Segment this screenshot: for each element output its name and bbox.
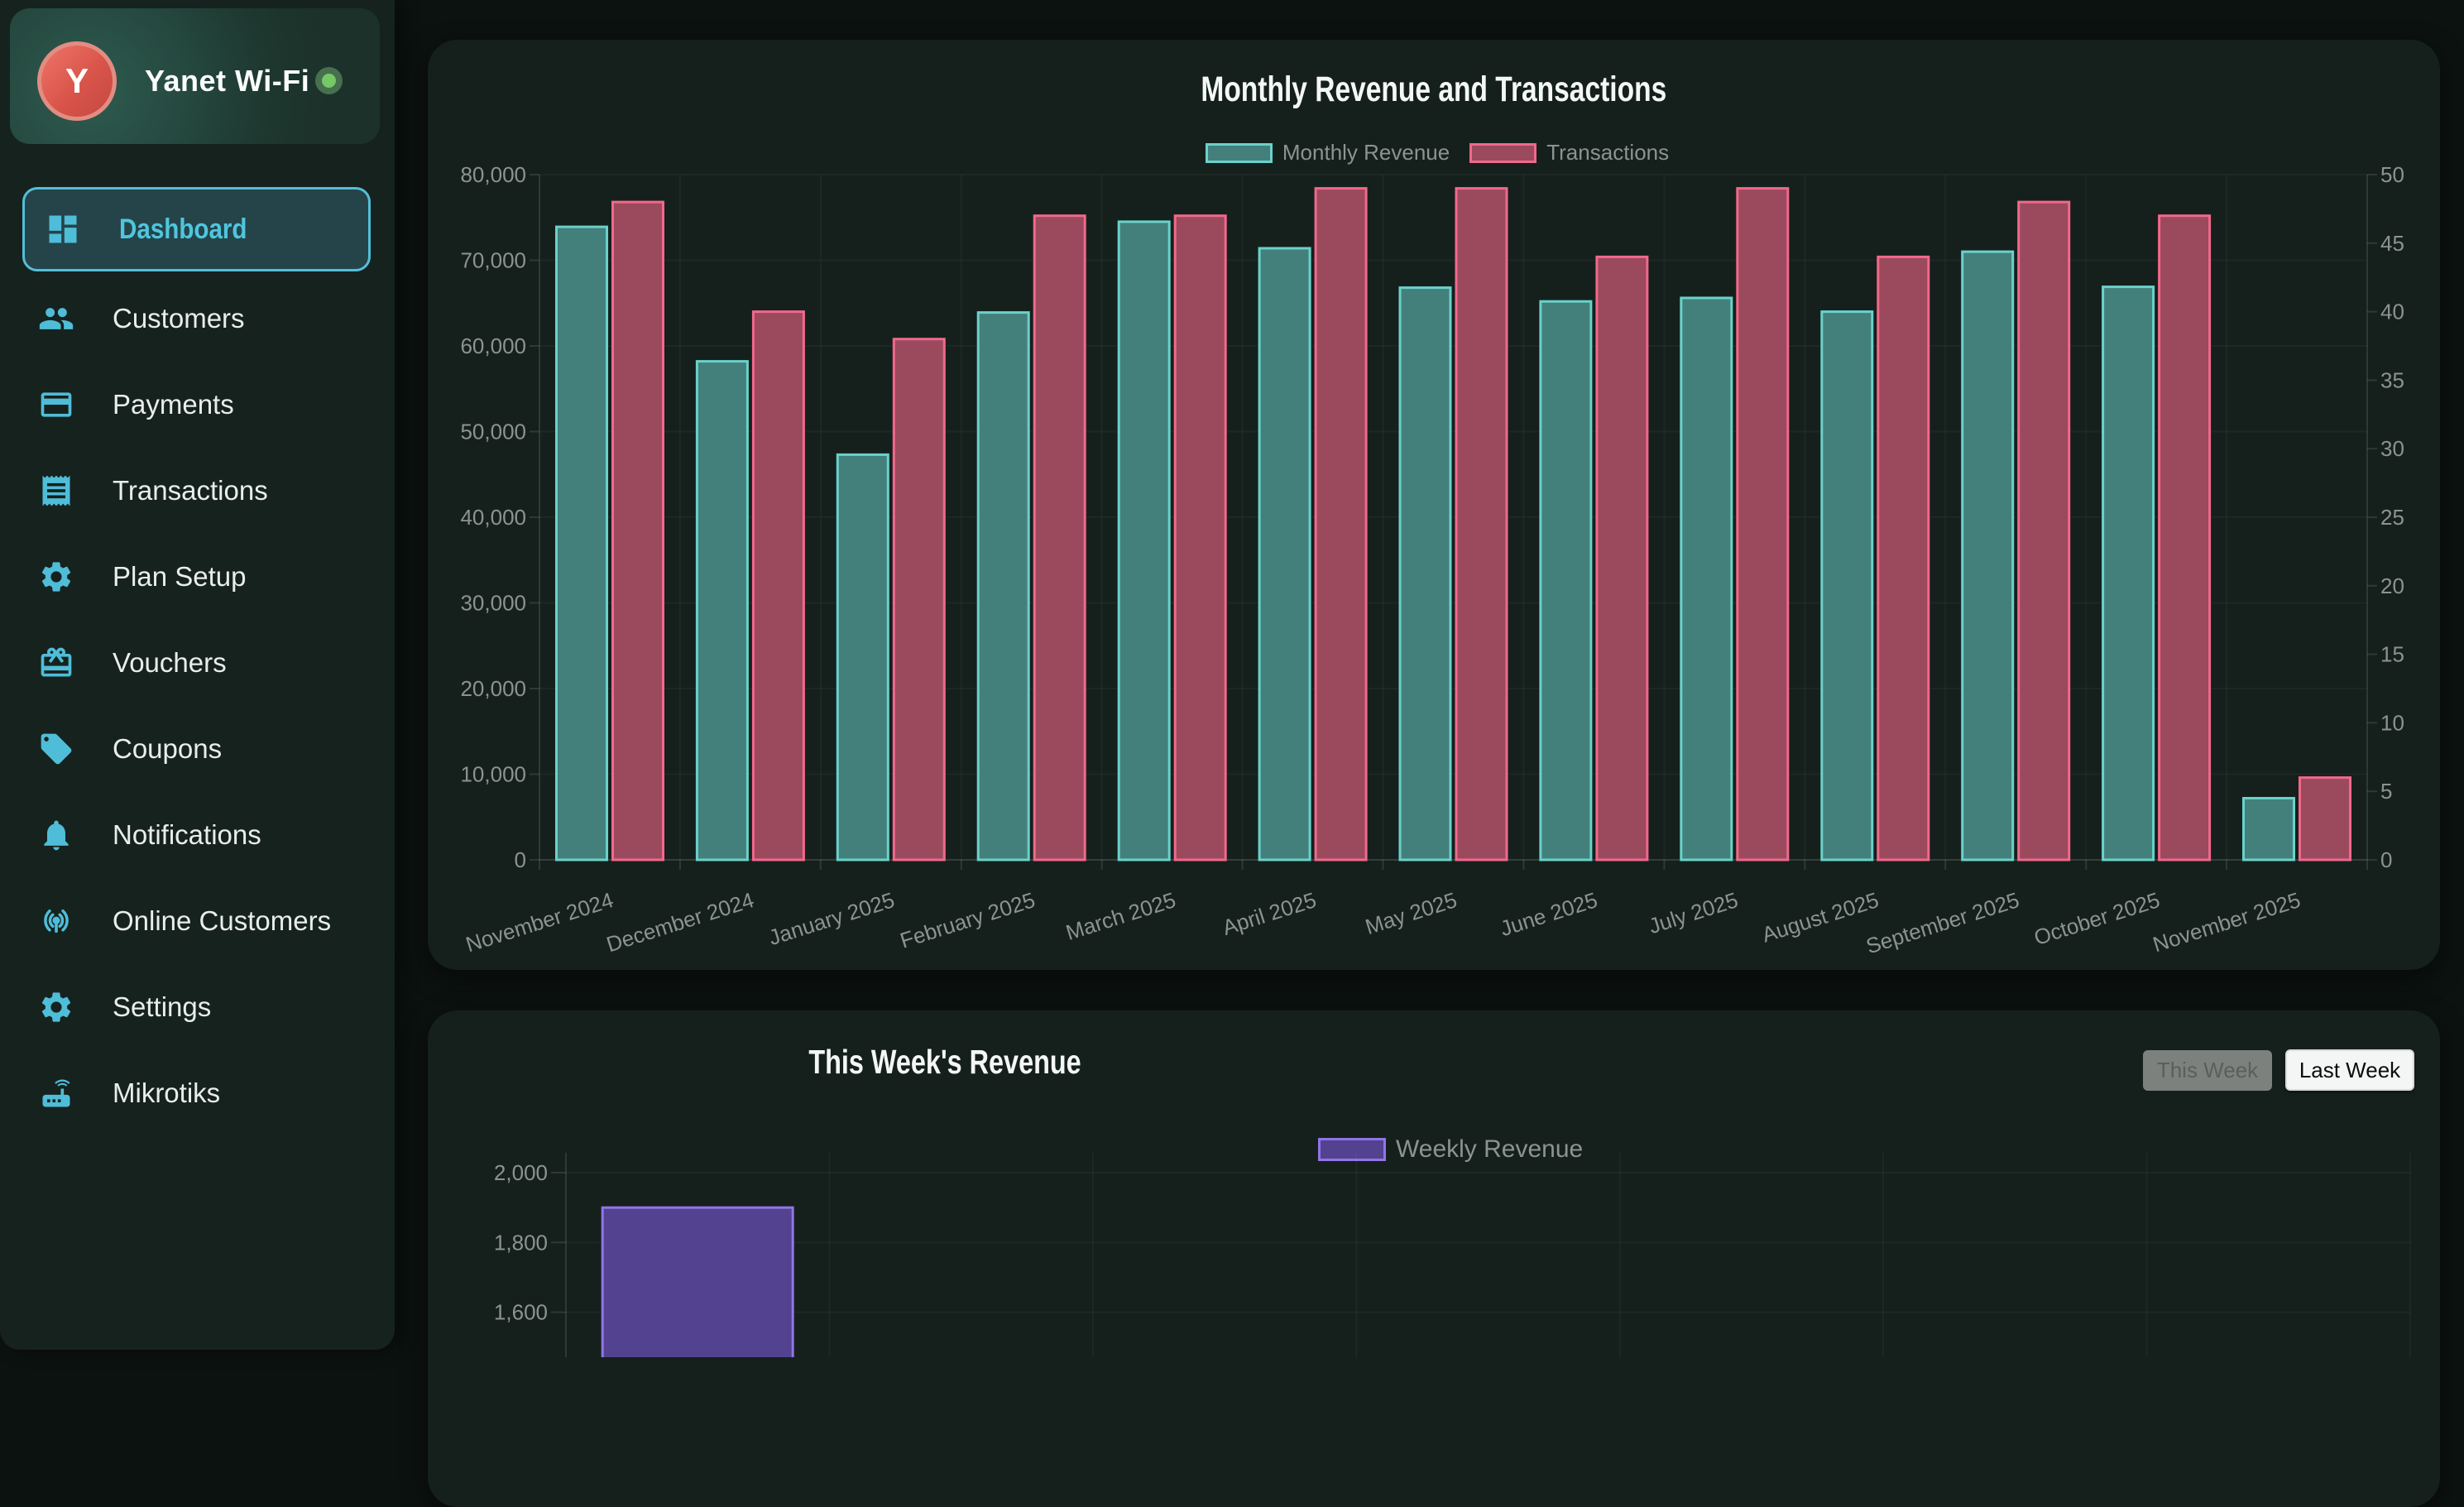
svg-text:November 2025: November 2025 — [2150, 887, 2303, 957]
svg-text:20: 20 — [2380, 574, 2404, 598]
svg-text:2,000: 2,000 — [494, 1160, 548, 1185]
svg-text:80,000: 80,000 — [460, 162, 526, 187]
svg-text:October 2025: October 2025 — [2031, 887, 2163, 950]
svg-text:70,000: 70,000 — [460, 248, 526, 273]
svg-text:March 2025: March 2025 — [1063, 887, 1179, 945]
svg-text:November 2024: November 2024 — [463, 887, 616, 957]
svg-text:May 2025: May 2025 — [1362, 887, 1460, 939]
svg-text:June 2025: June 2025 — [1497, 887, 1600, 941]
svg-text:35: 35 — [2380, 367, 2404, 392]
svg-text:September 2025: September 2025 — [1863, 887, 2022, 958]
svg-text:0: 0 — [515, 847, 526, 872]
svg-text:50: 50 — [2380, 162, 2404, 187]
svg-text:40: 40 — [2380, 300, 2404, 324]
svg-text:30,000: 30,000 — [460, 591, 526, 616]
svg-text:1,600: 1,600 — [494, 1300, 548, 1325]
svg-text:60,000: 60,000 — [460, 334, 526, 358]
svg-text:1,800: 1,800 — [494, 1230, 548, 1255]
svg-text:April 2025: April 2025 — [1220, 887, 1320, 940]
svg-text:February 2025: February 2025 — [897, 887, 1038, 953]
svg-text:15: 15 — [2380, 642, 2404, 667]
svg-text:5: 5 — [2380, 779, 2392, 804]
svg-text:45: 45 — [2380, 231, 2404, 256]
svg-text:20,000: 20,000 — [460, 676, 526, 701]
svg-text:50,000: 50,000 — [460, 420, 526, 444]
svg-text:40,000: 40,000 — [460, 505, 526, 530]
svg-text:January 2025: January 2025 — [765, 887, 897, 950]
svg-text:10: 10 — [2380, 710, 2404, 735]
svg-text:December 2024: December 2024 — [603, 887, 756, 957]
svg-text:0: 0 — [2380, 847, 2392, 872]
svg-text:July 2025: July 2025 — [1646, 887, 1741, 938]
svg-text:30: 30 — [2380, 436, 2404, 461]
svg-text:25: 25 — [2380, 505, 2404, 530]
svg-text:10,000: 10,000 — [460, 762, 526, 787]
